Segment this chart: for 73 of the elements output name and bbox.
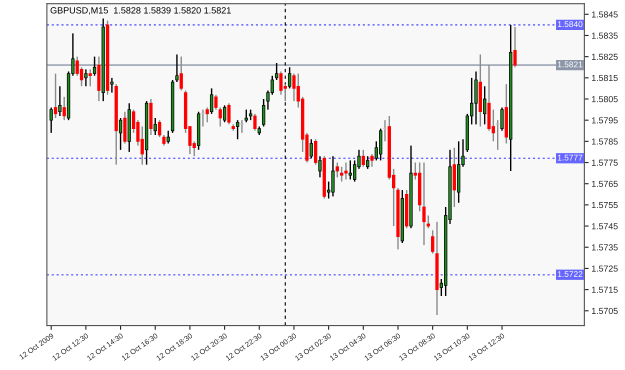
y-tick-label: 1.5775	[592, 160, 618, 166]
y-tick-label: 1.5785	[592, 138, 618, 145]
candlestick	[314, 138, 318, 166]
candlestick	[513, 26, 517, 68]
candlestick	[206, 106, 209, 123]
y-tick-label: 1.5705	[592, 308, 618, 314]
candlestick	[274, 62, 278, 81]
candlestick	[474, 70, 478, 126]
y-tick-label: 1.5835	[592, 32, 618, 39]
candlestick	[236, 119, 240, 140]
candlestick	[483, 86, 486, 126]
candlestick	[227, 102, 231, 126]
candlestick	[318, 155, 322, 178]
candlestick	[422, 162, 426, 246]
y-tick-label: 1.5845	[592, 11, 618, 18]
candlestick	[92, 56, 96, 76]
candlestick	[110, 77, 114, 94]
candlestick	[210, 88, 214, 115]
candlestick	[180, 56, 183, 92]
candlestick	[158, 119, 162, 138]
candlestick	[218, 106, 222, 128]
candlestick	[175, 54, 179, 83]
candlestick	[253, 113, 257, 132]
candlestick	[383, 119, 387, 142]
ref-line-label: 1.5840	[558, 21, 582, 28]
candlestick	[366, 155, 370, 170]
candlestick	[248, 108, 252, 121]
y-tick-label: 1.5825	[592, 54, 618, 60]
ref-line-label: 1.5777	[558, 154, 582, 161]
y-tick-label: 1.5755	[592, 202, 618, 208]
candlestick	[378, 128, 382, 162]
candlestick	[84, 68, 88, 87]
candlestick	[500, 106, 504, 132]
candlestick	[58, 86, 62, 117]
y-tick-label: 1.5805	[592, 96, 618, 102]
candlestick	[344, 162, 348, 180]
candlestick	[331, 155, 335, 198]
candlestick	[50, 106, 53, 134]
candlestick	[76, 56, 79, 76]
candlestick	[426, 214, 430, 229]
candlestick	[288, 66, 292, 90]
candlestick	[62, 96, 66, 121]
candlestick	[310, 138, 313, 159]
candlestick	[496, 119, 500, 151]
candlestick	[140, 126, 144, 166]
candlestick	[431, 230, 434, 254]
candlestick	[240, 119, 244, 134]
y-tick-label: 1.5765	[592, 180, 618, 187]
candlestick	[54, 72, 58, 119]
y-tick-label: 1.5815	[592, 74, 618, 82]
candlestick	[166, 130, 170, 144]
candlestick	[214, 94, 218, 110]
candlestick	[370, 153, 374, 168]
ref-line-label: 1.5722	[558, 271, 582, 278]
chart-title: GBPUSD,M15 1.5828 1.5839 1.5820 1.5821	[50, 7, 231, 15]
candlestick	[336, 162, 339, 178]
y-tick-label: 1.5735	[592, 244, 618, 250]
candlestick	[362, 149, 365, 168]
y-tick-label: 1.5745	[592, 223, 618, 230]
candlestick	[352, 160, 356, 182]
candlestick	[88, 68, 92, 87]
candlestick	[162, 134, 166, 146]
candlestick	[340, 166, 344, 182]
ref-line-label: 1.5821	[558, 61, 582, 68]
y-tick-label: 1.5725	[592, 265, 618, 272]
candlestick	[279, 70, 283, 96]
y-tick-label: 1.5795	[592, 117, 618, 124]
candlestick	[292, 72, 296, 102]
candlestick	[154, 117, 157, 136]
candlestick	[244, 108, 248, 123]
y-tick-label: 1.5715	[592, 286, 618, 293]
candlestick	[123, 111, 127, 144]
candlestick	[222, 104, 226, 123]
